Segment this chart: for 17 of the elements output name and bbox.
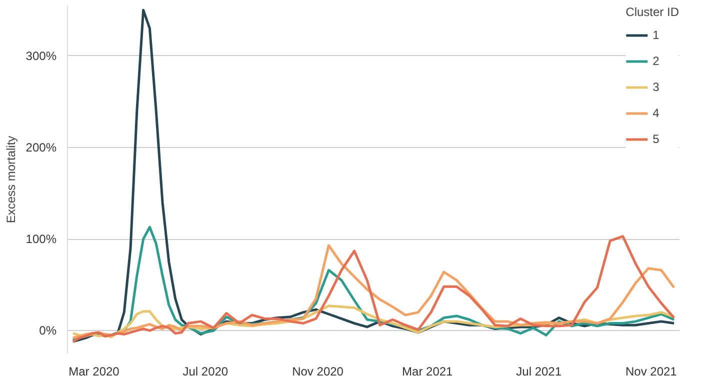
legend-label: 4 [652,106,660,120]
legend-label: 5 [652,132,660,146]
y-tick-label: 200% [26,140,57,154]
legend-label: 2 [652,54,660,68]
x-tick-label: Mar 2020 [68,364,120,378]
legend-label: 3 [652,80,660,94]
x-tick-label: Nov 2020 [292,364,344,378]
x-tick-label: Nov 2021 [626,364,678,378]
x-tick-label: Jul 2021 [516,364,562,378]
x-tick-label: Mar 2021 [402,364,454,378]
legend-label: 1 [652,28,660,42]
y-axis-title: Excess mortality [4,136,18,224]
legend-title: Cluster ID [626,5,679,19]
y-tick-label: 0% [39,324,57,338]
x-tick-label: Jul 2020 [182,364,228,378]
y-tick-label: 300% [26,48,57,63]
y-tick-label: 100% [26,232,57,246]
